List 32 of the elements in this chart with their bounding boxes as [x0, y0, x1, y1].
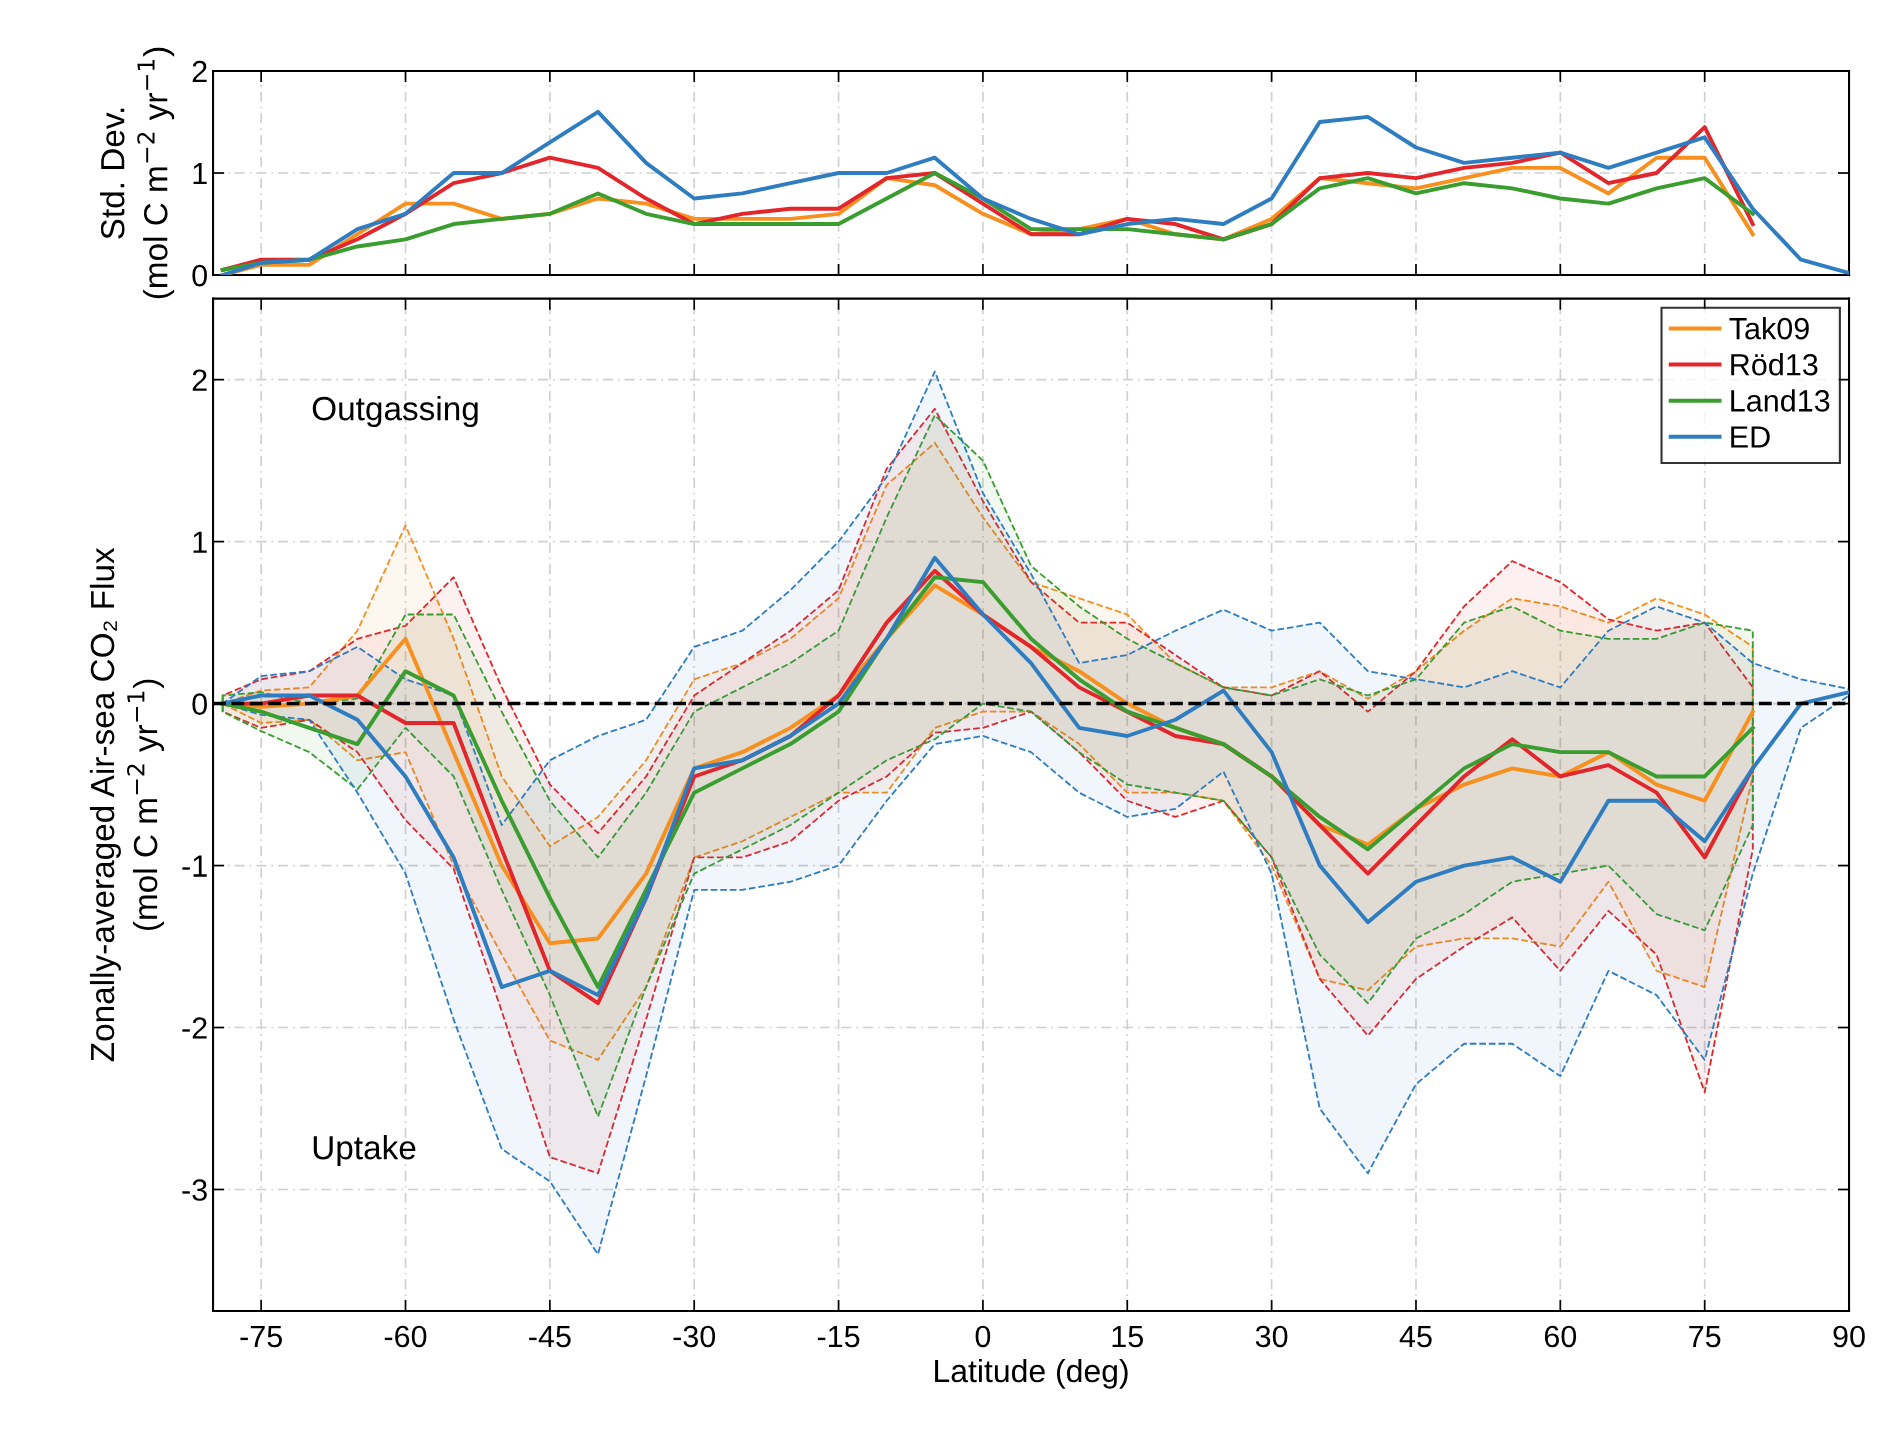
x-axis-title: Latitude (deg) — [935, 1358, 1128, 1389]
y-tick-label: 2 — [192, 369, 207, 391]
line-series — [220, 109, 1850, 276]
x-tick-label: 45 — [1399, 1325, 1432, 1348]
annotation: Uptake — [313, 1134, 416, 1167]
y-tick-label: -2 — [182, 1017, 207, 1039]
x-tick-label: -45 — [529, 1325, 571, 1348]
y-tick-label: -1 — [182, 855, 207, 877]
x-tick-label: -15 — [817, 1325, 860, 1348]
y-tick-label: -3 — [182, 1179, 207, 1201]
legend-label: Röd13 — [1731, 353, 1818, 376]
y-tick-label: 0 — [192, 264, 207, 287]
x-tick-label: 75 — [1689, 1325, 1721, 1348]
legend-label: Land13 — [1731, 389, 1830, 412]
x-tick-label: 90 — [1833, 1325, 1865, 1348]
x-tick-label: 30 — [1255, 1325, 1288, 1348]
line-series — [220, 171, 1755, 272]
y-tick-label: 1 — [193, 531, 207, 553]
y-tick-label: 2 — [192, 60, 207, 83]
x-tick-label: -60 — [384, 1325, 427, 1348]
legend-label: ED — [1731, 426, 1770, 448]
legend-label: Tak09 — [1729, 316, 1809, 340]
x-tick-label: -30 — [673, 1325, 716, 1348]
x-tick-label: 0 — [975, 1325, 991, 1348]
x-tick-label: 15 — [1112, 1325, 1143, 1348]
annotation: Outgassing — [312, 395, 478, 428]
y-tick-label: 0 — [192, 693, 207, 715]
y-tick-label: 1 — [193, 163, 207, 185]
x-tick-label: -75 — [240, 1325, 282, 1348]
x-tick-label: 60 — [1544, 1325, 1577, 1348]
y-axis-title: Zonally-averaged Air-sea CO₂ Flux (mol C m$^{−2}$ yr$^{−1}$) — [89, 547, 165, 1062]
y-axis-title: Std. Dev. (mol C m$^{−2}$ yr$^{−1}$) — [100, 47, 175, 299]
